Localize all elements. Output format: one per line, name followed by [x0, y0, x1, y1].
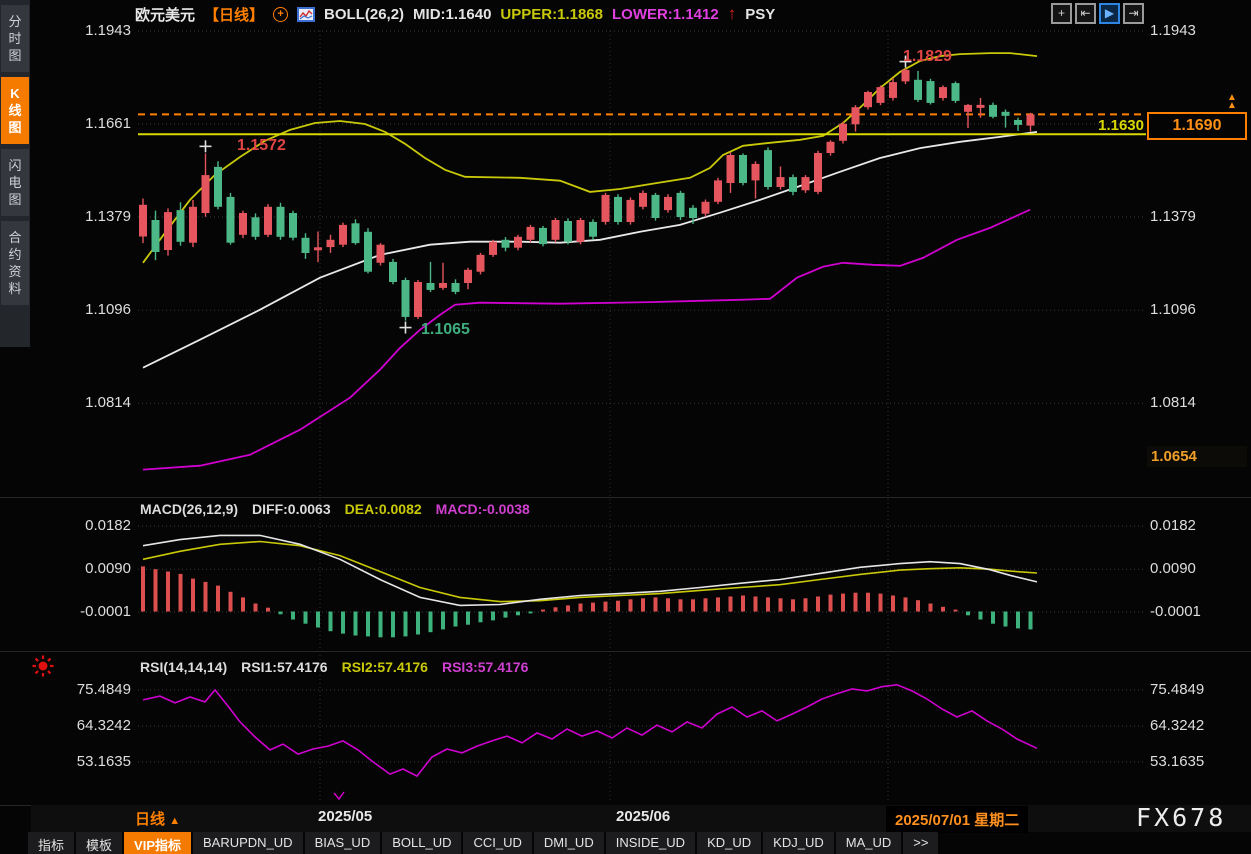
price-tick-right: 1.1379 — [1150, 208, 1196, 225]
tab-insideud[interactable]: INSIDE_UD — [605, 832, 696, 854]
price-annotation: 1.1829 — [903, 48, 952, 65]
pan-tool-icon[interactable]: + — [1051, 3, 1072, 24]
psy-label: PSY — [745, 5, 776, 23]
price-tick-left: 1.1943 — [85, 22, 131, 39]
shift-left-icon[interactable]: ⇤ — [1075, 3, 1096, 24]
price-tick-right: 1.0814 — [1150, 394, 1196, 412]
shift-right-icon[interactable]: ⇥ — [1123, 3, 1144, 24]
tab-barupdnud[interactable]: BARUPDN_UD — [193, 832, 303, 854]
price-annotation: 1.1065 — [421, 321, 470, 338]
tab-kdud[interactable]: KD_UD — [697, 832, 762, 854]
tab-maud[interactable]: MA_UD — [835, 832, 902, 854]
chart-header: 欧元美元 【日线】 + BOLL(26,2) MID:1.1640 UPPER:… — [31, 0, 1251, 28]
price-tick-right: 1.1096 — [1150, 301, 1196, 319]
recording-indicator-icon — [32, 655, 54, 677]
month-label-may: 2025/05 — [318, 808, 373, 825]
period-selector[interactable]: 日线 ▲ — [135, 808, 180, 829]
macd-tick-right: -0.0001 — [1150, 602, 1201, 620]
boll-lower-value: LOWER:1.1412 — [611, 5, 719, 23]
boll-label: BOLL(26,2) — [324, 5, 405, 23]
symbol-name: 欧元美元 — [135, 6, 196, 24]
add-indicator-icon[interactable]: + — [273, 6, 289, 22]
tab-指标[interactable]: 指标 — [28, 832, 75, 854]
macd-tick-right: 0.0182 — [1150, 516, 1196, 534]
tab-kdjud[interactable]: KDJ_UD — [763, 832, 834, 854]
tab-bollud[interactable]: BOLL_UD — [382, 832, 462, 854]
mini-chart-icon — [297, 6, 316, 22]
macd-value: MACD:-0.0038 — [435, 501, 530, 517]
price-line-label: 1.1630 — [1098, 117, 1144, 134]
rsi-tick-left: 75.4849 — [76, 680, 131, 698]
rsi3-value: RSI3:57.4176 — [441, 659, 529, 675]
macd-tick-left: 0.0090 — [85, 560, 131, 578]
tab-模板[interactable]: 模板 — [76, 832, 123, 854]
period-tag: 【日线】 — [204, 6, 265, 24]
period-selector-label: 日线 — [135, 811, 166, 828]
tab-cciud[interactable]: CCI_UD — [463, 832, 532, 854]
boll-upper-value: UPPER:1.1868 — [500, 5, 603, 23]
sidebar-item-lightning[interactable]: 闪电图 — [1, 149, 29, 216]
macd-dea-value: DEA:0.0082 — [344, 501, 422, 517]
price-tick-left: 1.0814 — [85, 394, 131, 412]
brand-watermark: FX678 — [1136, 803, 1227, 832]
price-tick-left: 1.1096 — [85, 301, 131, 319]
rsi-tick-right: 53.1635 — [1150, 753, 1205, 770]
price-tick-left: 1.1661 — [85, 115, 131, 132]
rsi2-value: RSI2:57.4176 — [341, 659, 428, 675]
current-price-box: 1.1690 — [1147, 112, 1247, 140]
price-annotation: 1.1572 — [237, 137, 286, 154]
triangle-up-icon: ▲ — [169, 815, 181, 827]
tab-vip指标[interactable]: VIP指标 — [124, 832, 191, 854]
macd-tick-left: 0.0182 — [85, 516, 131, 534]
rsi-tick-right: 64.3242 — [1150, 716, 1205, 734]
chart-toolbar: + ⇤ ▶ ⇥ — [1051, 3, 1144, 24]
rsi-title: RSI(14,14,14) — [140, 659, 228, 675]
macd-tick-left: -0.0001 — [80, 602, 131, 620]
sidebar-item-timeshare[interactable]: 分时图 — [1, 5, 29, 72]
macd-tick-right: 0.0090 — [1150, 560, 1196, 578]
low-price-label: 1.0654 — [1147, 446, 1247, 467]
double-up-arrow-icon: ▲ ▲ — [1227, 92, 1237, 111]
rsi-tick-right: 75.4849 — [1150, 680, 1205, 698]
rsi-tick-left: 64.3242 — [76, 716, 131, 734]
tab-[interactable]: >> — [903, 832, 939, 854]
up-arrow-icon: ↑ — [727, 4, 737, 23]
tab-dmiud[interactable]: DMI_UD — [533, 832, 604, 854]
boll-mid-value: MID:1.1640 — [413, 5, 492, 23]
date-axis-bar: 日线 ▲ 2025/05 2025/06 2025/07/01 星期二 FX67… — [31, 803, 1251, 833]
macd-header-row: MACD(26,12,9) DIFF:0.0063 DEA:0.0082 MAC… — [140, 501, 530, 517]
current-date-label: 2025/07/01 星期二 — [886, 806, 1029, 833]
tab-biasud[interactable]: BIAS_UD — [304, 832, 381, 854]
rsi-tick-left: 53.1635 — [76, 753, 131, 770]
rsi-header-row: RSI(14,14,14) RSI1:57.4176 RSI2:57.4176 … — [140, 659, 528, 675]
macd-title: MACD(26,12,9) — [140, 501, 239, 517]
price-tick-left: 1.1379 — [85, 208, 131, 225]
rsi1-value: RSI1:57.4176 — [241, 659, 328, 675]
price-tick-right: 1.1943 — [1150, 22, 1196, 39]
sidebar-item-contract-info[interactable]: 合约资料 — [1, 221, 29, 305]
macd-diff-value: DIFF:0.0063 — [252, 501, 331, 517]
month-label-june: 2025/06 — [616, 808, 671, 825]
auto-follow-icon[interactable]: ▶ — [1099, 3, 1120, 24]
indicator-tab-bar: 指标 模板 VIP指标 BARUPDN_UD BIAS_UD BOLL_UD CCI_UD D… — [28, 832, 939, 854]
